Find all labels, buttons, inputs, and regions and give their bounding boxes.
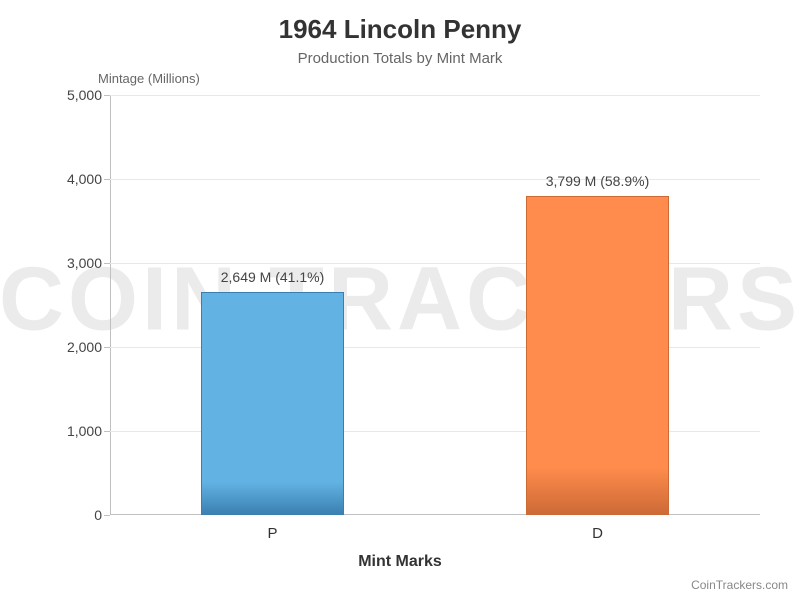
y-tick-label: 2,000 [67,339,110,355]
y-tick-label: 4,000 [67,171,110,187]
y-tick-label: 1,000 [67,423,110,439]
bar-D: 3,799 M (58.9%) [526,196,669,515]
grid-line [110,95,760,96]
y-tick-label: 5,000 [67,87,110,103]
bar-label: 3,799 M (58.9%) [546,173,650,189]
attribution-text: CoinTrackers.com [691,578,788,592]
grid-line [110,179,760,180]
plot-area: 01,0002,0003,0004,0005,0002,649 M (41.1%… [110,95,760,515]
x-tick-label: P [267,515,277,542]
chart-container: COIN TRACKERS 1964 Lincoln Penny Product… [0,0,800,600]
y-axis-line [110,95,111,515]
y-axis-label: Mintage (Millions) [98,71,200,86]
chart-subtitle: Production Totals by Mint Mark [0,50,800,67]
x-axis-label: Mint Marks [0,553,800,571]
y-tick-label: 3,000 [67,255,110,271]
x-tick-label: D [592,515,603,542]
y-tick-label: 0 [94,507,110,523]
bar-label: 2,649 M (41.1%) [221,269,325,285]
bar-P: 2,649 M (41.1%) [201,292,344,515]
chart-title: 1964 Lincoln Penny [0,14,800,45]
